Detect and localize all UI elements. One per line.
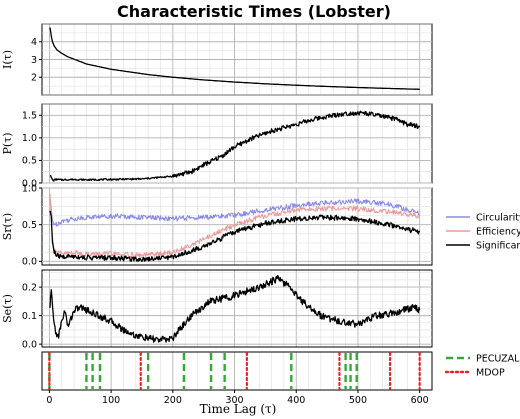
x-tick-label: 500: [349, 395, 367, 406]
legend-markers: PECUZAL MDOP: [444, 353, 520, 378]
series-line: [49, 193, 420, 258]
legend-label: PECUZAL: [476, 353, 520, 364]
panel-Se: 0.0 0.1 0.2 Se(τ): [1, 269, 433, 350]
y-tick-label: 2: [31, 73, 37, 84]
x-tick-label: 100: [102, 395, 120, 406]
y-tick-label: 4: [31, 37, 37, 48]
x-tick-label: 0: [46, 395, 52, 406]
y-axis-label: Se(τ): [1, 294, 14, 323]
panel-markers: 0 100 200 300 400 500 600: [41, 351, 433, 406]
panel-I: 2 3 4 I(τ): [1, 23, 433, 96]
y-tick-label: 0.5: [22, 156, 37, 167]
panel-Sr: 0.0 0.5 1.0 Sr(τ): [1, 183, 433, 268]
chart-title: Characteristic Times (Lobster): [117, 2, 391, 21]
y-tick-label: 0.0: [22, 339, 37, 350]
plot-area: [42, 352, 432, 390]
legend-label: Circularity: [476, 212, 520, 223]
y-tick-label: 3: [31, 55, 37, 66]
legend-label: Significance: [476, 240, 520, 251]
series-line: [49, 27, 420, 90]
x-axis-label: Time Lag (τ): [200, 402, 277, 416]
x-tick-label: 600: [411, 395, 429, 406]
y-tick-label: 0.1: [22, 311, 37, 322]
x-tick-label: 200: [164, 395, 182, 406]
series-line: [49, 274, 421, 343]
series-line: [49, 210, 421, 262]
series-line: [49, 110, 421, 182]
y-axis-label: Sr(τ): [1, 213, 14, 240]
x-tick-label: 300: [225, 395, 243, 406]
y-tick-label: 0.5: [22, 220, 37, 231]
series-line: [49, 198, 420, 227]
plot-area: [42, 188, 432, 265]
y-tick-label: 0.2: [22, 282, 37, 293]
x-tick-label: 400: [287, 395, 305, 406]
legend-label: Efficiency: [476, 226, 520, 237]
y-axis-label: I(τ): [1, 50, 14, 69]
y-tick-label: 0.0: [22, 178, 37, 189]
legend-label: MDOP: [476, 367, 505, 378]
y-tick-label: 1.0: [22, 133, 37, 144]
plot-frame: [41, 351, 433, 391]
y-tick-label: 1.0: [22, 183, 37, 194]
y-tick-label: 1.5: [22, 111, 37, 122]
panel-P: 0.0 0.5 1.0 1.5 P(τ): [1, 103, 433, 189]
legend-sr: Circularity Efficiency Significance: [446, 212, 520, 251]
y-axis-label: P(τ): [1, 132, 14, 154]
y-tick-label: 0.0: [22, 257, 37, 268]
